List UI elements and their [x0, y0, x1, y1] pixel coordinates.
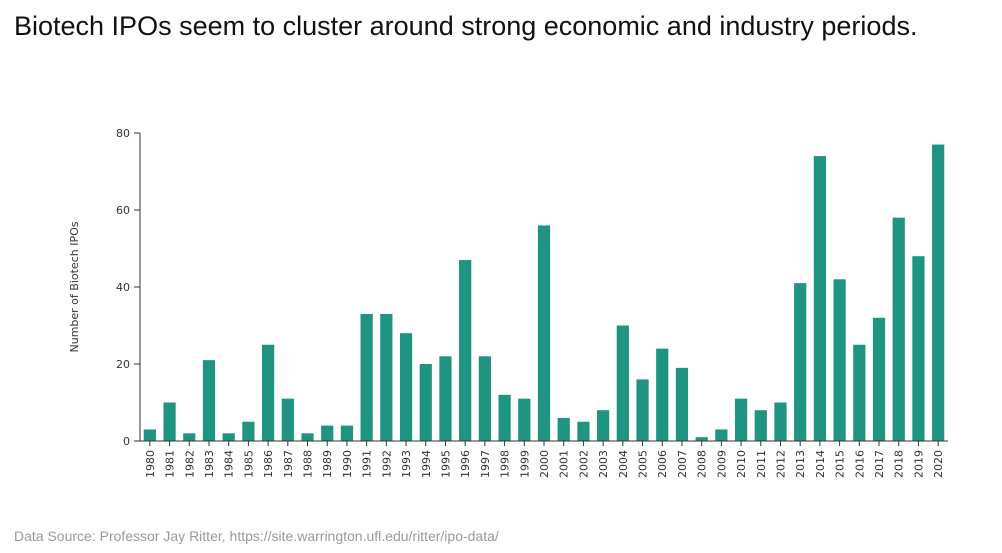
bar-2017: [872, 317, 886, 441]
bar-2007: [675, 367, 689, 441]
bar-1997: [478, 356, 491, 441]
bar-2013: [794, 283, 807, 441]
bar-1994: [419, 364, 432, 441]
x-tick-label-2015: 2015: [834, 450, 847, 478]
bar-1984: [222, 433, 235, 441]
bar-2004: [616, 325, 629, 441]
bar-2002: [577, 421, 590, 441]
y-tick-label-60: 60: [116, 204, 130, 217]
x-tick-label-1989: 1989: [321, 450, 334, 478]
x-tick-label-2014: 2014: [814, 450, 827, 478]
x-tick-label-2009: 2009: [715, 450, 728, 478]
x-tick-label-2006: 2006: [656, 450, 669, 478]
bar-2001: [557, 417, 570, 441]
x-tick-label-2010: 2010: [735, 450, 748, 478]
x-tick-label-2012: 2012: [774, 450, 787, 478]
x-tick-label-1986: 1986: [262, 450, 275, 478]
y-axis-label: Number of Biotech IPOs: [68, 221, 81, 352]
bar-2011: [754, 410, 767, 441]
y-tick-label-80: 80: [116, 127, 130, 140]
x-tick-label-2019: 2019: [912, 450, 925, 478]
x-tick-label-1992: 1992: [380, 450, 393, 478]
bar-2010: [734, 398, 748, 441]
x-tick-label-1996: 1996: [459, 450, 472, 478]
bar-1987: [281, 398, 294, 441]
y-tick-label-40: 40: [116, 281, 130, 294]
bar-1982: [183, 433, 196, 441]
bar-2008: [695, 437, 708, 441]
x-tick-label-2001: 2001: [558, 450, 571, 478]
x-tick-label-1980: 1980: [144, 450, 157, 478]
x-tick-label-2000: 2000: [538, 450, 551, 478]
bar-1991: [360, 313, 373, 441]
bar-1988: [301, 433, 314, 441]
x-tick-label-1983: 1983: [203, 450, 216, 478]
x-tick-label-1987: 1987: [282, 450, 295, 478]
bar-2020: [932, 144, 945, 442]
x-tick-label-1985: 1985: [242, 450, 255, 478]
bar-1983: [202, 360, 216, 441]
bar-1980: [143, 429, 156, 441]
x-tick-label-2002: 2002: [577, 450, 590, 478]
bar-2015: [833, 279, 846, 441]
bar-1985: [242, 421, 255, 441]
x-tick-label-1998: 1998: [499, 450, 512, 478]
bar-2018: [892, 217, 905, 441]
x-tick-label-2003: 2003: [597, 450, 610, 478]
x-tick-label-2016: 2016: [853, 450, 866, 478]
bar-1986: [261, 344, 275, 441]
x-tick-label-1993: 1993: [400, 450, 413, 478]
data-source-note: Data Source: Professor Jay Ritter, https…: [14, 528, 499, 544]
bar-2012: [774, 402, 787, 441]
x-tick-label-1990: 1990: [341, 450, 354, 478]
bar-1995: [439, 356, 452, 441]
x-tick-label-2007: 2007: [676, 450, 689, 478]
bar-1993: [399, 333, 413, 441]
x-tick-label-2005: 2005: [637, 450, 650, 478]
bar-1990: [340, 425, 354, 441]
bar-1996: [459, 260, 472, 441]
bar-2003: [597, 410, 610, 441]
bar-2005: [636, 379, 649, 441]
x-tick-label-1999: 1999: [518, 450, 531, 478]
x-tick-label-2020: 2020: [932, 450, 945, 478]
bar-2019: [912, 256, 925, 441]
x-tick-label-1991: 1991: [361, 450, 374, 478]
bar-1992: [380, 313, 393, 441]
bar-1999: [518, 398, 531, 441]
x-tick-label-2018: 2018: [893, 450, 906, 478]
x-tick-label-2013: 2013: [794, 450, 807, 478]
x-tick-label-2004: 2004: [617, 450, 630, 478]
x-tick-label-1982: 1982: [183, 450, 196, 478]
bar-2006: [656, 348, 669, 441]
x-tick-label-2008: 2008: [696, 450, 709, 478]
bar-2000: [537, 225, 551, 441]
x-tick-label-1988: 1988: [302, 450, 315, 478]
x-tick-label-1981: 1981: [164, 450, 177, 478]
y-tick-label-20: 20: [116, 358, 130, 371]
bar-1989: [321, 425, 334, 441]
bar-2014: [813, 156, 827, 441]
chart-headline: Biotech IPOs seem to cluster around stro…: [14, 11, 918, 41]
x-tick-label-2011: 2011: [755, 450, 768, 478]
bar-1981: [163, 402, 176, 441]
x-tick-label-1995: 1995: [439, 450, 452, 478]
x-tick-label-2017: 2017: [873, 450, 886, 478]
y-tick-label-0: 0: [123, 435, 130, 448]
x-tick-label-1984: 1984: [223, 450, 236, 478]
x-tick-label-1997: 1997: [479, 450, 492, 478]
bar-2009: [715, 429, 728, 441]
bar-2016: [853, 344, 866, 441]
x-tick-label-1994: 1994: [420, 450, 433, 478]
bar-1998: [498, 394, 511, 441]
